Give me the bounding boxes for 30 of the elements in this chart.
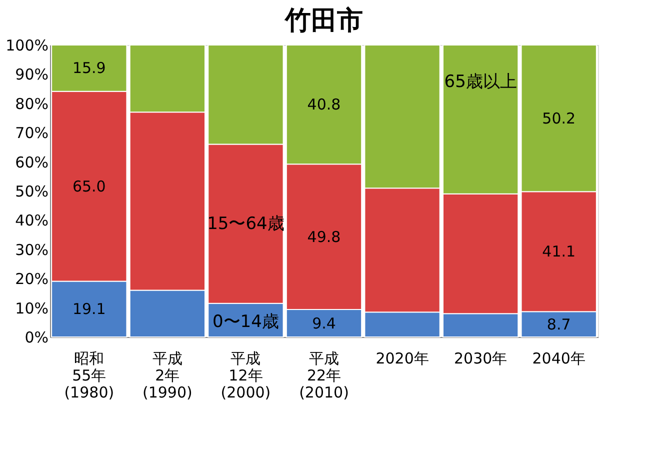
y-tick-label: 40% xyxy=(15,212,48,230)
x-tick-label: 2040年 xyxy=(532,350,586,368)
chart-title: 竹田市 xyxy=(284,6,363,36)
y-tick-label: 50% xyxy=(15,182,48,200)
data-label: 40.8 xyxy=(307,96,341,114)
y-tick-label: 80% xyxy=(15,94,48,113)
x-tick-label: 昭和 55年 (1980) xyxy=(64,350,114,402)
data-label: 50.2 xyxy=(542,109,576,128)
x-tick-label: 平成 22年 (2010) xyxy=(299,350,349,402)
x-tick-label: 2030年 xyxy=(454,350,508,368)
data-label: 19.1 xyxy=(72,300,106,318)
x-tick-label: 2020年 xyxy=(376,350,429,368)
data-label: 65.0 xyxy=(72,177,106,196)
y-tick-label: 100% xyxy=(6,36,48,54)
data-label: 9.4 xyxy=(312,314,336,332)
y-tick-label: 0% xyxy=(24,328,48,346)
y-tick-label: 70% xyxy=(15,124,48,142)
y-tick-label: 60% xyxy=(15,153,48,172)
y-tick-label: 20% xyxy=(15,270,48,288)
data-label: 49.8 xyxy=(307,228,341,246)
series-label: 0〜14歳 xyxy=(212,312,279,332)
data-label: 15.9 xyxy=(72,59,106,78)
data-label: 8.7 xyxy=(546,315,571,334)
data-label: 41.1 xyxy=(542,242,576,261)
y-tick-label: 30% xyxy=(15,240,48,259)
y-tick-label: 10% xyxy=(15,299,48,318)
y-tick-label: 90% xyxy=(15,66,48,84)
x-tick-label: 平成 12年 (2000) xyxy=(220,350,271,402)
series-label: 65歳以上 xyxy=(444,72,517,92)
x-tick-label: 平成 2年 (1990) xyxy=(142,350,192,402)
